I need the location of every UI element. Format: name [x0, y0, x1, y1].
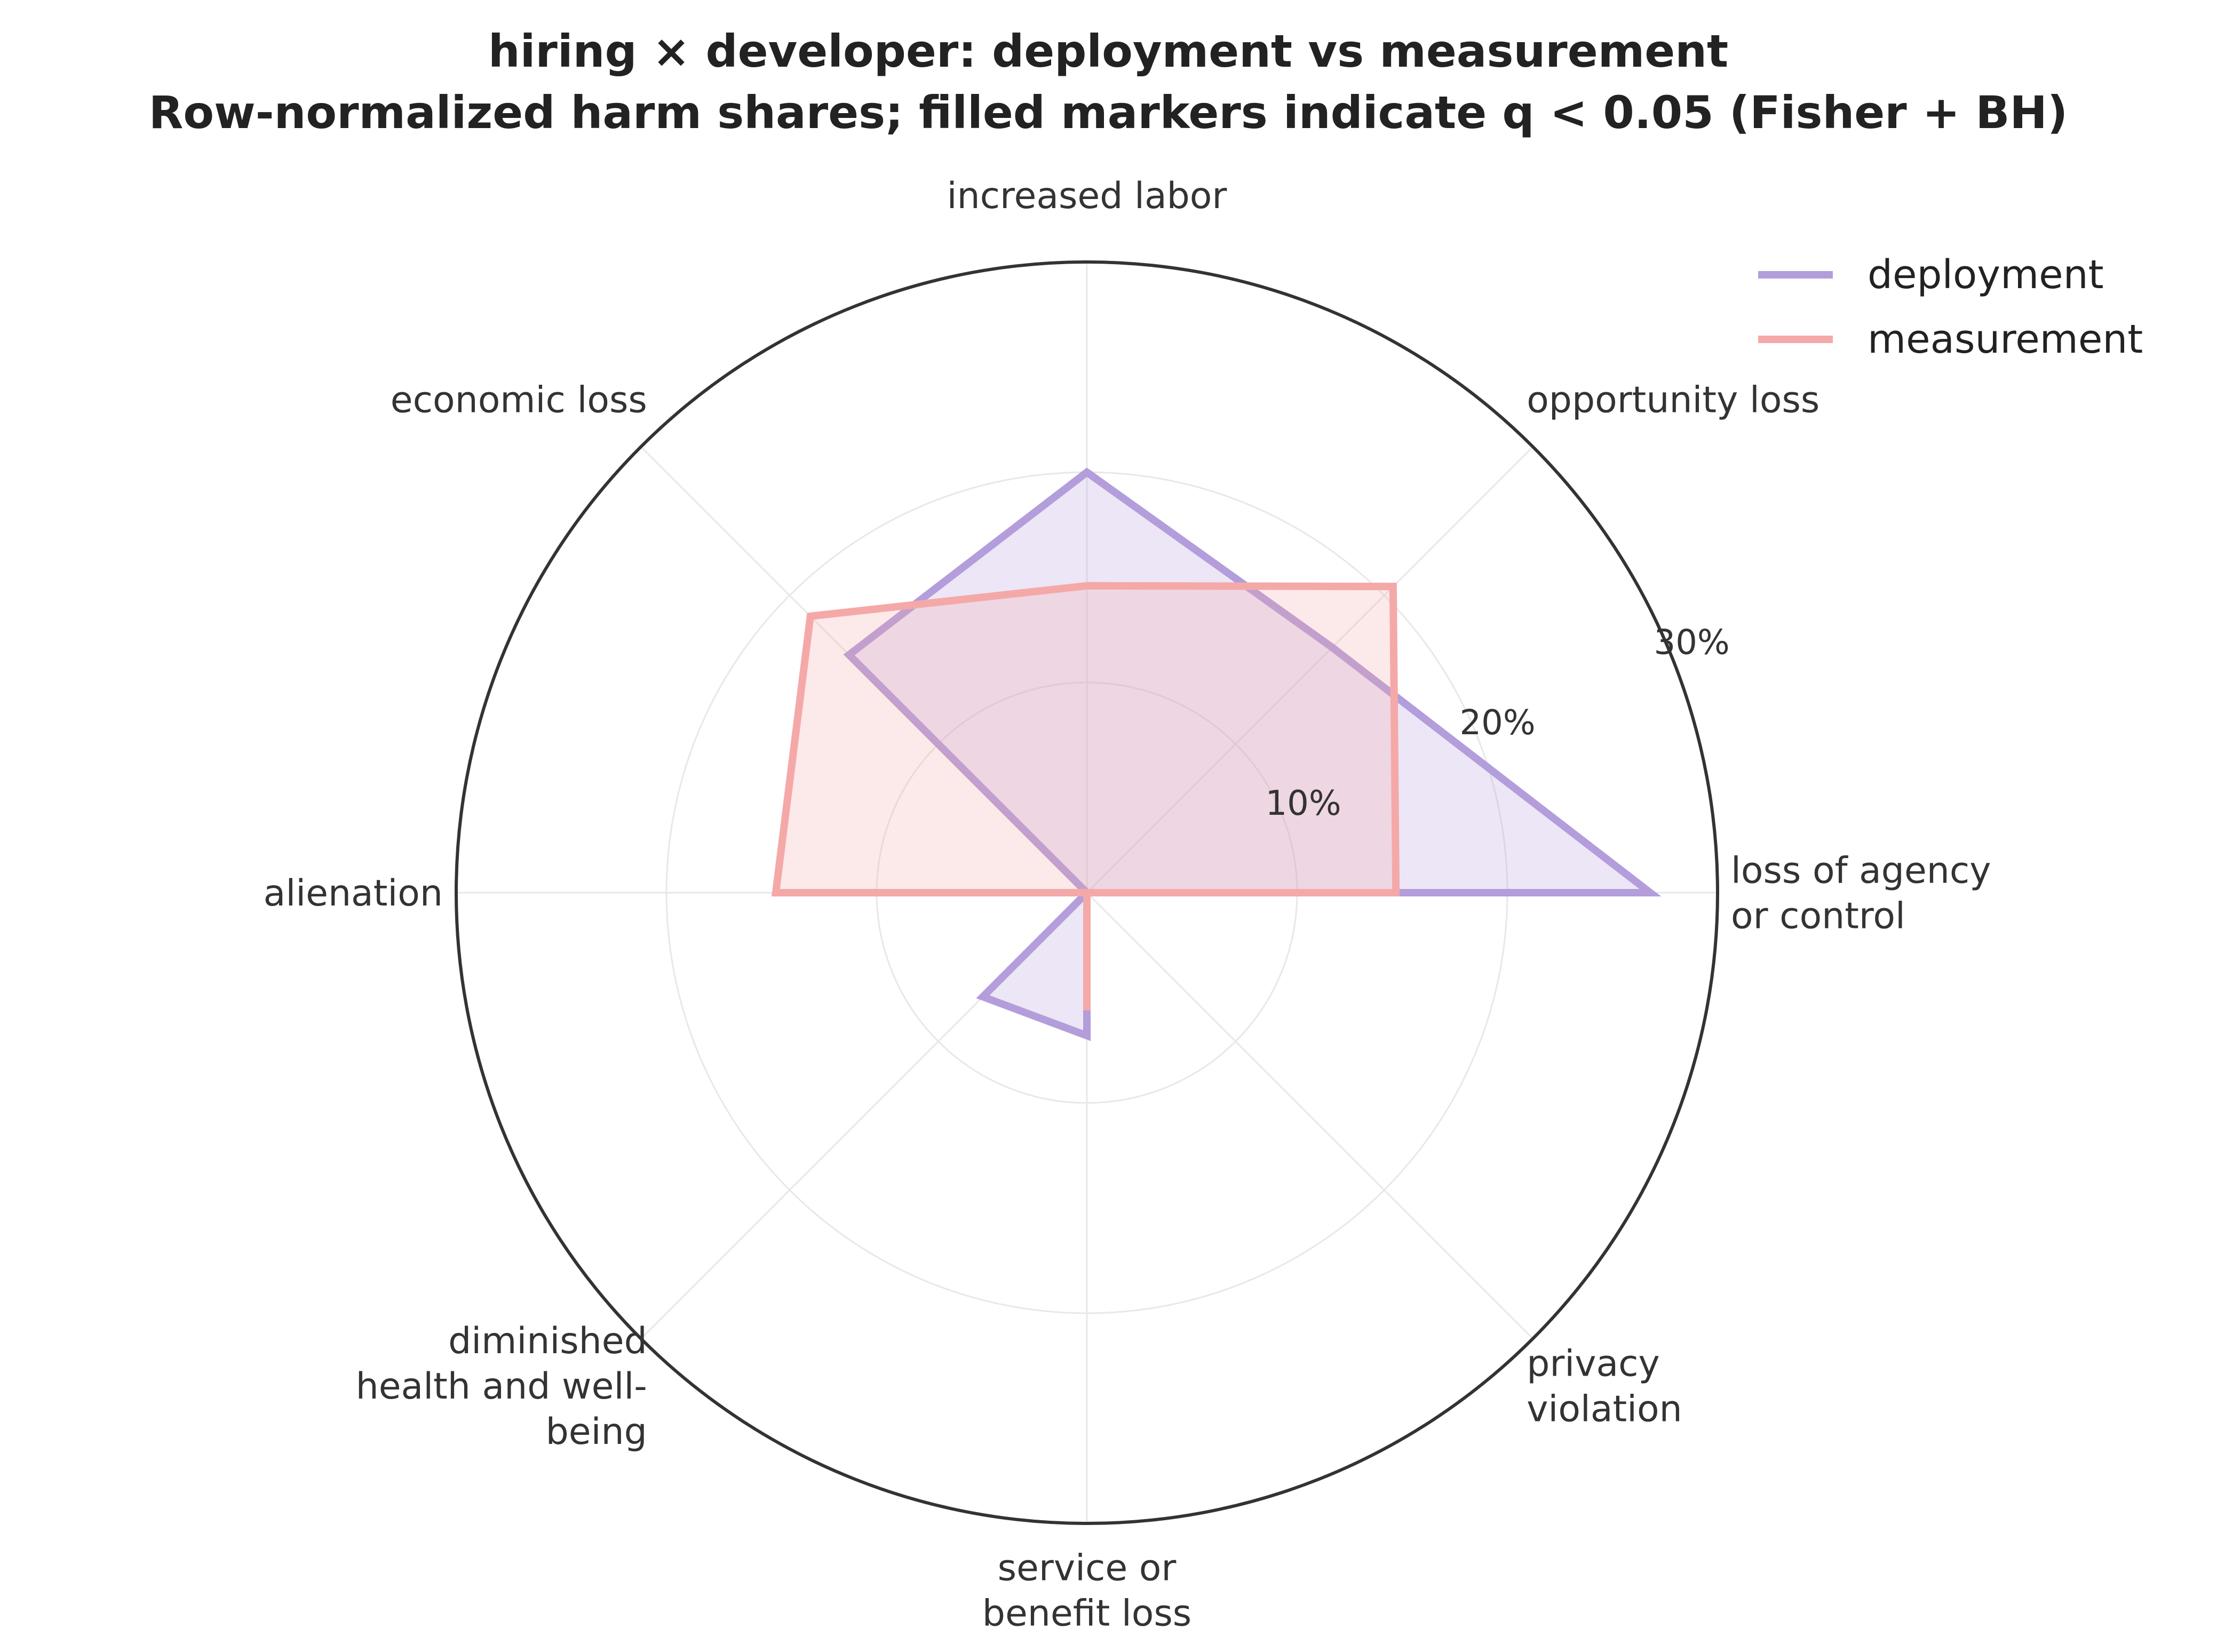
category-label-1: opportunity loss	[1527, 379, 1819, 422]
category-label-3: economic loss	[391, 379, 647, 422]
legend-label-measurement: measurement	[1868, 316, 2143, 362]
legend-label-deployment: deployment	[1868, 252, 2104, 298]
chart-title: hiring × developer: deployment vs measur…	[488, 25, 1728, 77]
category-label-6-line-1: benefit loss	[982, 1592, 1191, 1634]
grid-spoke-1	[1086, 446, 1533, 894]
category-labels: loss of agency or control opportunity loss…	[264, 175, 1991, 1635]
category-label-5-line-1: health and well-	[356, 1365, 647, 1408]
tick-label-0: 10%	[1265, 784, 1341, 823]
category-label-0: loss of agency or control	[1731, 849, 1991, 937]
category-label-5-line-0: diminished	[448, 1320, 647, 1362]
series-layer	[771, 467, 1662, 1041]
category-label-7-line-0: privacy	[1527, 1343, 1660, 1385]
category-label-2-line-0: increased labor	[947, 175, 1227, 217]
category-label-3-line-0: economic loss	[391, 379, 647, 422]
category-label-6: service or benefit loss	[982, 1547, 1191, 1634]
chart-subtitle: Row-normalized harm shares; filled marke…	[149, 86, 2068, 139]
category-label-4: alienation	[264, 872, 443, 915]
category-label-5: diminished health and well-being	[356, 1320, 647, 1453]
category-label-1-line-0: opportunity loss	[1527, 379, 1819, 422]
series-area-measurement	[775, 585, 1396, 1011]
radial-tick-labels: 10% 20% 30%	[1265, 623, 1729, 823]
category-label-2: increased labor	[947, 175, 1227, 217]
category-label-7-line-1: violation	[1527, 1388, 1682, 1430]
tick-label-1: 20%	[1459, 703, 1535, 743]
grid-spoke-7	[1086, 892, 1533, 1339]
legend: deployment measurement	[1758, 252, 2143, 362]
category-label-0-line-1: or control	[1731, 895, 1905, 937]
series-line-measurement	[771, 582, 1400, 1011]
category-label-6-line-0: service or	[998, 1547, 1177, 1589]
category-label-7: privacy violation	[1527, 1343, 1682, 1430]
polar-frame	[455, 260, 1719, 1525]
category-label-5-line-2: being	[546, 1411, 647, 1453]
category-label-4-line-0: alienation	[264, 872, 443, 915]
series-area-deployment	[849, 472, 1650, 1036]
tick-label-2: 30%	[1654, 623, 1729, 662]
category-label-0-line-0: loss of agency	[1731, 849, 1991, 892]
